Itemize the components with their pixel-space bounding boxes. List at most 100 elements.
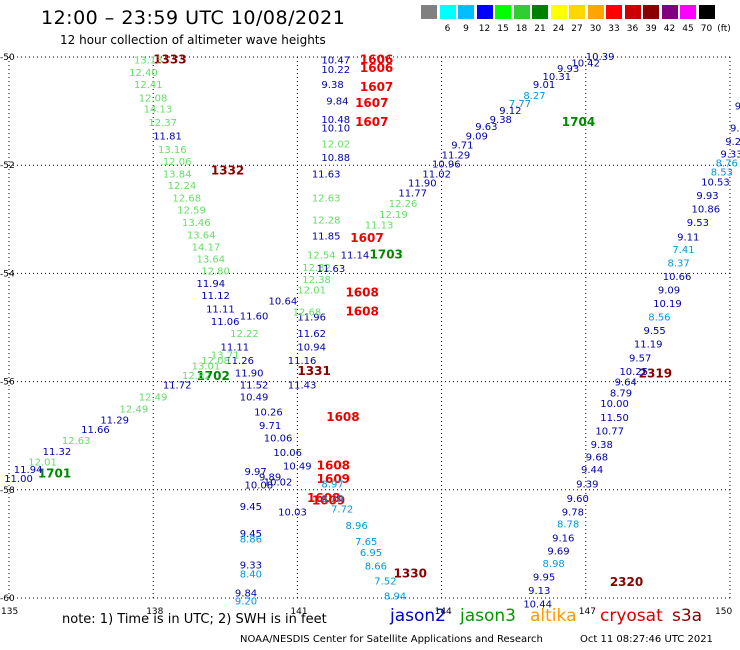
orbit-id-label: 1331: [297, 364, 330, 378]
wave-height-value: 13.71: [211, 351, 240, 362]
wave-height-value: 13.13: [134, 56, 163, 67]
colorbar-swatch: [606, 5, 622, 19]
wave-height-value: 10.49: [240, 393, 269, 404]
wave-height-value: 14.17: [192, 242, 221, 253]
wave-height-value: 9.55: [643, 326, 665, 337]
wave-height-value: 11.90: [408, 179, 437, 190]
colorbar-swatch: [439, 5, 456, 19]
wave-height-value: 10.96: [432, 160, 461, 171]
orbit-id-label: 1609: [317, 472, 350, 486]
wave-height-value: 12.63: [312, 194, 341, 205]
wave-height-value: 11.26: [225, 356, 254, 367]
wave-height-value: 11.60: [240, 312, 269, 323]
wave-height-value: 10.06: [264, 433, 293, 444]
wave-height-value: 10.48: [321, 115, 350, 126]
satellite-legend-jason2: jason2: [390, 606, 446, 626]
latitude-tick-label: -58: [0, 486, 15, 496]
wave-height-value: 7.65: [355, 537, 377, 548]
colorbar-label: 42: [663, 24, 676, 34]
satellite-legend-cryosat: cryosat: [600, 606, 663, 626]
wave-height-value: 12.28: [312, 215, 341, 226]
wave-height-value: 12.22: [230, 329, 259, 340]
wave-height-value: 12.24: [168, 181, 197, 192]
wave-height-value: 11.52: [240, 380, 269, 391]
latitude-tick-label: -60: [0, 594, 15, 604]
wave-height-value: 9.93: [557, 64, 579, 75]
wave-height-value: 12.37: [148, 118, 177, 129]
wave-height-value: 10.64: [269, 296, 298, 307]
wave-height-value: 10.25: [619, 367, 648, 378]
wave-height-value: 11.11: [220, 342, 249, 353]
wave-height-value: 11.85: [312, 232, 341, 243]
wave-height-value: 13.84: [163, 169, 192, 180]
wave-height-value: 13.16: [158, 145, 187, 156]
wave-height-value: 8.78: [557, 519, 579, 530]
satellite-legend-altika: altika: [530, 606, 577, 626]
colorbar-label: 12: [478, 24, 491, 34]
wave-height-value: 11.63: [312, 169, 341, 180]
wave-height-value: 9.33: [720, 149, 740, 160]
wave-height-value: 10.42: [571, 58, 600, 69]
wave-height-value: 6.95: [360, 548, 382, 559]
orbit-id-label: 1332: [211, 164, 244, 178]
orbit-id-label: 1606: [360, 53, 393, 67]
wave-height-value: 10.53: [701, 177, 730, 188]
colorbar-swatch: [698, 5, 715, 19]
wave-height-value: 9.53: [687, 218, 709, 229]
colorbar-swatch: [495, 5, 511, 19]
orbit-id-label: 1704: [562, 115, 595, 129]
wave-height-value: 12.06: [163, 157, 192, 168]
wave-height-value: 9.71: [451, 141, 473, 152]
colorbar-label: 36: [626, 24, 639, 34]
wave-height-value: 10.94: [297, 342, 326, 353]
wave-height-value: 13.46: [182, 218, 211, 229]
wave-height-value: 8.66: [365, 562, 387, 573]
wave-height-value: 12.63: [62, 436, 91, 447]
latitude-tick-label: -50: [0, 53, 15, 63]
wave-height-value: 11.72: [163, 380, 192, 391]
wave-height-value: 11.12: [201, 291, 230, 302]
wave-height-value: 10.19: [653, 299, 682, 310]
wave-height-value: 8.98: [543, 559, 565, 570]
generated-timestamp: Oct 11 08:27:46 UTC 2021: [580, 634, 713, 645]
wave-height-value: 10.02: [264, 478, 293, 489]
orbit-id-label: 1608: [345, 285, 378, 299]
wave-height-value: 9.38: [490, 115, 512, 126]
wave-height-value: 10.47: [321, 56, 350, 67]
wave-height-value: 9.57: [629, 353, 651, 364]
wave-height-value: 10.10: [321, 123, 350, 134]
wave-height-value: 9.84: [235, 589, 257, 600]
wave-height-value: 13.01: [192, 361, 221, 372]
wave-height-value: 8.37: [668, 259, 690, 270]
wave-height-value: 12.59: [177, 206, 206, 217]
orbit-id-label: 1703: [370, 247, 403, 261]
wave-height-value: 7.52: [374, 577, 396, 588]
orbit-id-label: 1607: [360, 80, 393, 94]
colorbar-swatch: [680, 5, 696, 19]
wave-height-value: 9.84: [326, 96, 348, 107]
page-subtitle: 12 hour collection of altimeter wave hei…: [60, 33, 326, 47]
colorbar-unit: (ft): [717, 24, 731, 34]
wave-height-value: 9.44: [581, 465, 603, 476]
colorbar-label: 30: [589, 24, 602, 34]
map-annotations: 1333 1332 1331 1330 2319 2320 1702 1701 1703 1704…: [4, 52, 740, 610]
orbit-id-label: 2319: [639, 366, 672, 380]
wave-height-value: 9.39: [576, 479, 598, 490]
wave-height-value: 9.8: [735, 102, 740, 113]
colorbar-swatch: [624, 5, 641, 19]
satellite-legend-jason3: jason3: [460, 606, 516, 626]
wave-height-value: 8.53: [711, 168, 733, 179]
wave-height-value: 12.54: [307, 250, 336, 261]
longitude-tick-label: 138: [146, 607, 163, 617]
satellite-legend-s3a: s3a: [672, 606, 703, 626]
wave-height-value: 12.08: [201, 356, 230, 367]
wave-height-value: 11.90: [235, 368, 264, 379]
colorbar-label: 15: [497, 24, 509, 34]
wave-height-value: 11.63: [317, 264, 346, 275]
wave-height-value: 12.19: [379, 210, 408, 221]
wave-height-value: 12.80: [201, 267, 230, 278]
wave-height-value: 12.49: [139, 393, 168, 404]
colorbar-swatch: [458, 5, 474, 19]
wave-height-value: 8.86: [240, 534, 262, 545]
wave-height-value: 7.41: [672, 245, 694, 256]
